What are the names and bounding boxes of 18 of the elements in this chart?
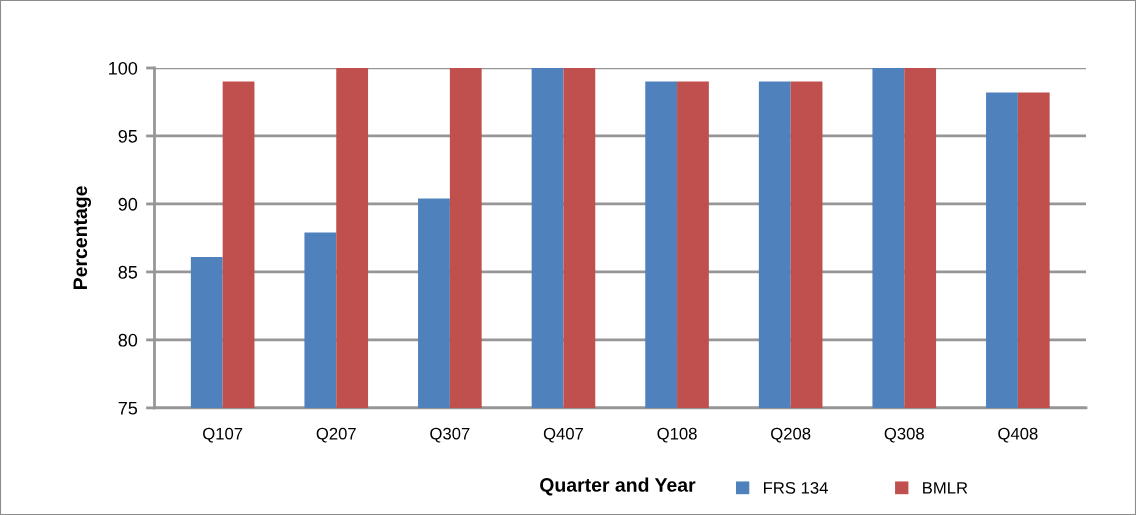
x-tick-label: Q107: [203, 427, 243, 443]
y-tick-label: 80: [118, 333, 138, 347]
legend-label: FRS 134: [764, 481, 828, 494]
y-tick-label: 90: [118, 197, 138, 211]
y-tick-label: 95: [118, 129, 138, 143]
x-tick-label: Q207: [316, 427, 356, 443]
x-tick-label: Q308: [884, 427, 924, 443]
x-tick-label: Q307: [430, 427, 470, 443]
x-axis-title: Quarter and Year: [540, 477, 696, 496]
x-tick-label: Q108: [657, 427, 697, 443]
y-axis-title: Percentage: [73, 186, 92, 290]
y-tick-label: 75: [118, 402, 138, 415]
x-tick-label: Q408: [998, 427, 1038, 443]
x-tick-label: Q208: [771, 427, 811, 443]
x-tick-label: Q407: [543, 427, 584, 443]
legend-label: BMLR: [923, 482, 968, 494]
y-tick-label: 100: [109, 61, 138, 75]
y-tick-label: 85: [118, 265, 138, 279]
